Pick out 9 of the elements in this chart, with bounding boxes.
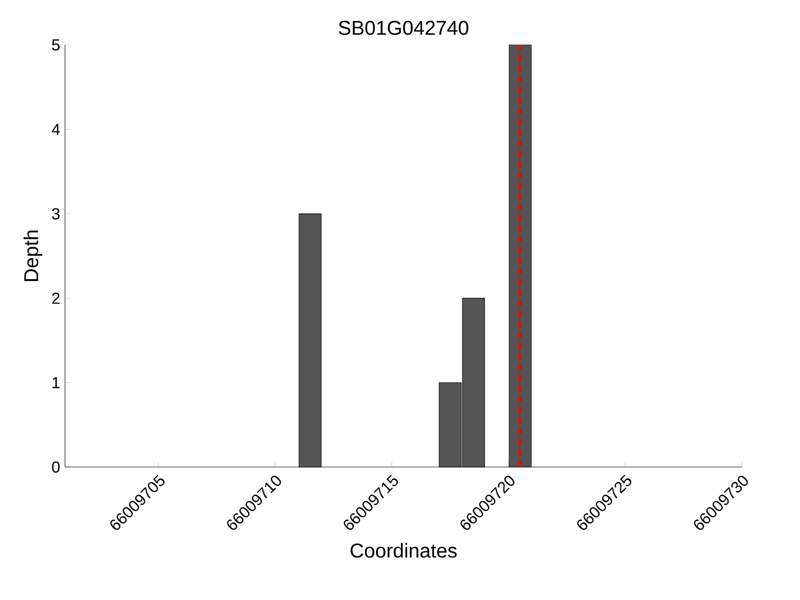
- y-tick-label: 4: [52, 124, 60, 135]
- y-tick-label: 0: [52, 461, 60, 473]
- x-axis-title: Coordinates: [350, 543, 457, 558]
- chart-title: SB01G042740: [338, 20, 468, 35]
- y-tick-label: 2: [52, 292, 60, 304]
- y-tick-label: 1: [52, 377, 60, 388]
- y-tick-label: 5: [52, 39, 60, 51]
- y-axis-title: Depth: [24, 230, 42, 282]
- y-tick-label: 3: [52, 208, 60, 220]
